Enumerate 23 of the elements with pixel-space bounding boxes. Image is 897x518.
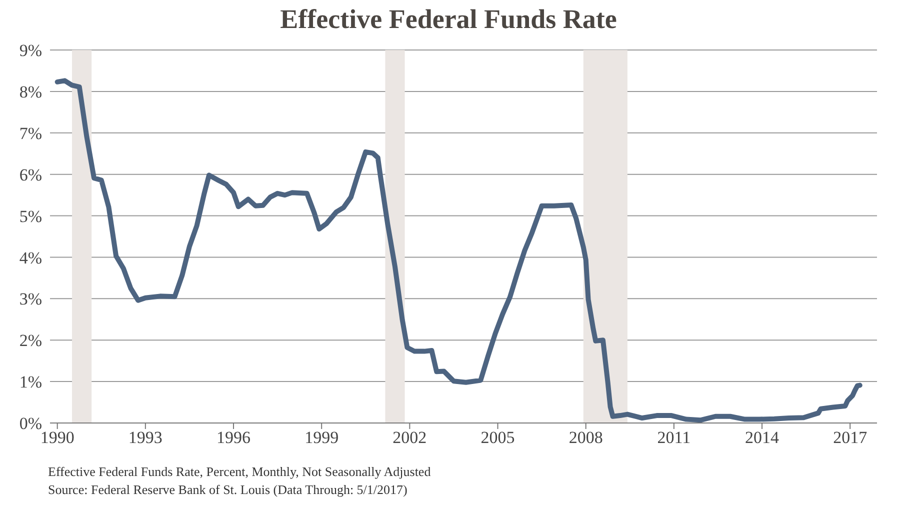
y-tick-label: 5% bbox=[19, 206, 42, 226]
y-tick-label: 2% bbox=[19, 331, 42, 350]
y-tick-label: 9% bbox=[19, 41, 42, 60]
y-tick-label: 6% bbox=[19, 165, 42, 184]
source-note: Source: Federal Reserve Bank of St. Louis (Data Through: 5/1/2017) bbox=[48, 481, 408, 499]
x-tick-label: 2011 bbox=[657, 428, 691, 448]
y-tick-label: 4% bbox=[19, 248, 42, 268]
y-tick-label: 8% bbox=[19, 82, 42, 102]
x-tick-label: 2014 bbox=[745, 428, 780, 448]
x-tick-label: 2005 bbox=[480, 428, 515, 448]
y-tick-label: 7% bbox=[19, 124, 42, 143]
x-tick-label: 1996 bbox=[216, 428, 251, 448]
x-tick-label: 2008 bbox=[568, 428, 603, 448]
text: Effective Federal Funds Rate, Percent, Monthly, Not Seasonally Adjusted bbox=[48, 463, 432, 481]
y-tick-label: 3% bbox=[19, 290, 42, 309]
y-tick-label: 1% bbox=[19, 372, 42, 392]
x-tick-label: 1993 bbox=[128, 428, 162, 448]
x-tick-label: 2002 bbox=[392, 428, 427, 448]
x-tick-label: 2017 bbox=[833, 428, 868, 448]
x-tick-label: 1990 bbox=[40, 428, 74, 448]
chart-title: Effective Federal Funds Rate bbox=[279, 3, 618, 36]
x-tick-label: 1999 bbox=[304, 428, 339, 448]
y-tick-label: 0% bbox=[19, 414, 42, 434]
